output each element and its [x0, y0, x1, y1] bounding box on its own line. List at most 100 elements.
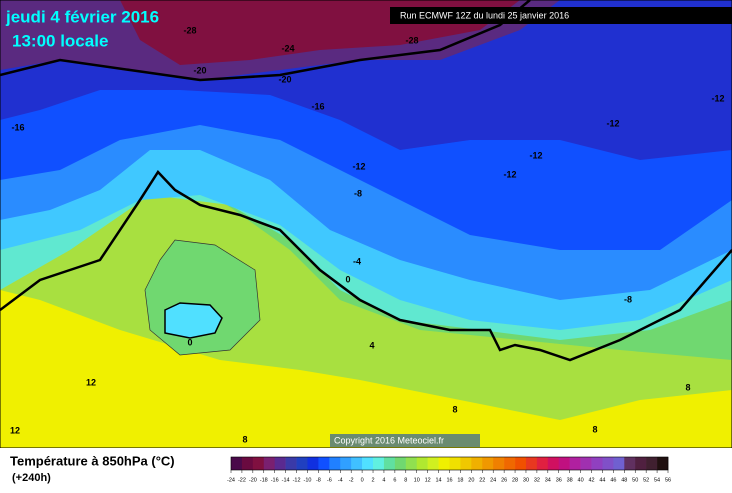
tick-label: -18: [260, 477, 268, 483]
tick-label: 22: [479, 477, 485, 483]
color-swatch: [569, 457, 581, 470]
color-swatch: [525, 457, 538, 470]
tick-label: -2: [349, 477, 354, 483]
color-swatch: [504, 457, 516, 470]
color-swatch: [252, 457, 265, 470]
colorbar: -24 -22 -20 -18 -16 -14 -12 -10 -8 -6 -4 -2 0 2 4 6 8 10 1…: [227, 456, 671, 483]
tick-label: 14: [436, 477, 442, 483]
tick-label: 36: [556, 477, 562, 483]
contour-label: -12: [606, 118, 619, 128]
tick-label: 30: [523, 477, 529, 483]
contour-label: -12: [503, 169, 516, 179]
contour-label: 4: [369, 340, 374, 350]
contour-label: -28: [183, 25, 196, 35]
color-swatch: [296, 457, 308, 470]
color-swatch: [427, 457, 439, 470]
color-swatch: [362, 457, 374, 470]
tick-label: 54: [654, 477, 660, 483]
color-swatch: [405, 457, 418, 470]
lead-time: (+240h): [12, 472, 51, 484]
color-swatch: [307, 457, 319, 470]
color-swatch: [602, 457, 614, 470]
tick-label: -16: [271, 477, 279, 483]
color-swatch: [493, 457, 505, 470]
contour-label: -28: [405, 35, 418, 45]
color-swatch: [613, 457, 625, 470]
color-swatch: [624, 457, 636, 470]
tick-label: 8: [404, 477, 407, 483]
contour-label: -16: [11, 122, 24, 132]
contour-label: 8: [685, 382, 690, 392]
color-swatch: [231, 457, 243, 470]
tick-label: -4: [338, 477, 343, 483]
tick-label: 10: [414, 477, 420, 483]
tick-label: 4: [382, 477, 385, 483]
tick-label: -14: [282, 477, 290, 483]
contour-label: -4: [353, 256, 361, 266]
tick-label: -12: [293, 477, 301, 483]
copyright: Copyright 2016 Meteociel.fr: [334, 435, 444, 445]
tick-label: 38: [567, 477, 573, 483]
contour-label: -12: [352, 161, 365, 171]
color-swatch: [383, 457, 396, 470]
color-swatch: [635, 457, 647, 470]
color-swatch: [318, 457, 330, 470]
tick-label: 2: [371, 477, 374, 483]
run-box: [390, 7, 732, 24]
contour-label: -20: [193, 65, 206, 75]
tick-label: 46: [610, 477, 616, 483]
contour-label: 0: [345, 274, 350, 284]
tick-label: -22: [238, 477, 246, 483]
tick-label: 50: [632, 477, 638, 483]
contour-labels: -28 -24 -28 -20 -20 -16 -16 -12 -12 -12 -12 -12 -8 -8…: [10, 25, 725, 444]
tick-label: 44: [599, 477, 605, 483]
tick-label: 32: [534, 477, 540, 483]
tick-label: 6: [393, 477, 396, 483]
tick-label: 28: [512, 477, 518, 483]
color-swatch: [591, 457, 603, 470]
tick-label: 20: [468, 477, 474, 483]
contour-label: -12: [711, 93, 724, 103]
contour-label: -24: [281, 43, 294, 53]
color-swatch: [285, 457, 297, 470]
copyright-box: [330, 434, 480, 447]
tick-label: -6: [327, 477, 332, 483]
contour-label: -8: [354, 188, 362, 198]
tick-label: 12: [425, 477, 431, 483]
color-swatch: [536, 457, 549, 470]
tick-label: 48: [621, 477, 627, 483]
contour-label: 8: [242, 434, 247, 444]
forecast-time: 13:00 locale: [12, 31, 108, 50]
color-swatch: [263, 457, 275, 470]
legend-title: Température à 850hPa (°C): [10, 453, 175, 468]
color-swatch: [416, 457, 428, 470]
color-swatch: [274, 457, 286, 470]
forecast-date: jeudi 4 février 2016: [5, 7, 159, 26]
tick-label: 34: [545, 477, 551, 483]
tick-label: 0: [361, 477, 364, 483]
run-info: Run ECMWF 12Z du lundi 25 janvier 2016: [400, 10, 569, 20]
color-swatch: [241, 457, 254, 470]
contour-label: 12: [10, 425, 20, 435]
color-swatch: [657, 457, 669, 470]
tick-label: 42: [588, 477, 594, 483]
color-swatch: [438, 457, 450, 470]
tick-label: 26: [501, 477, 507, 483]
color-swatch: [340, 457, 352, 470]
color-swatch: [558, 457, 570, 470]
color-swatch: [394, 457, 407, 470]
tick-label: -24: [227, 477, 235, 483]
tick-label: 16: [446, 477, 452, 483]
tick-label: -10: [303, 477, 311, 483]
color-swatch: [646, 457, 658, 470]
tick-label: 18: [457, 477, 463, 483]
tick-label: 52: [643, 477, 649, 483]
map: [0, 0, 732, 449]
tick-label: 56: [665, 477, 671, 483]
contour-label: 12: [86, 377, 96, 387]
tick-label: 40: [578, 477, 584, 483]
contour-label: -12: [529, 150, 542, 160]
color-swatch: [547, 457, 560, 470]
color-swatch: [449, 457, 461, 470]
